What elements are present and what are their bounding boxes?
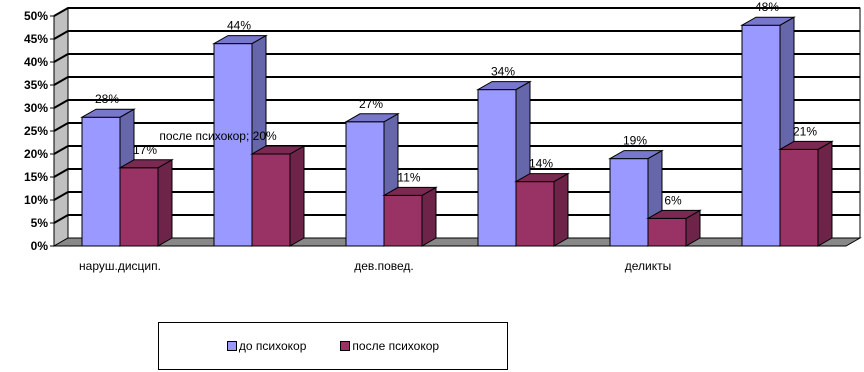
y-tick-label: 30% xyxy=(24,101,48,115)
gridline xyxy=(53,99,860,109)
bar-top xyxy=(778,140,834,150)
bar-top xyxy=(476,81,532,91)
gridline xyxy=(53,76,860,86)
legend-label-series-2: после психокор xyxy=(352,339,440,353)
data-label: 11% xyxy=(397,170,420,184)
bar-top xyxy=(212,35,268,45)
y-tick-label: 20% xyxy=(24,147,48,161)
bar-series-2 xyxy=(250,145,306,247)
gridlines xyxy=(53,7,860,224)
legend-item-series-2: после психокор xyxy=(340,339,439,353)
data-label: 28% xyxy=(95,92,119,106)
gridline xyxy=(53,191,860,201)
data-label: 21% xyxy=(793,124,817,138)
data-label: 6% xyxy=(664,193,682,207)
data-label: 14% xyxy=(529,157,553,171)
data-label: 19% xyxy=(623,134,647,148)
bar-chart-3d: 0% 5% 10% 15% 20% 25% 30% 35% 40% 45% 50% наруш.ди… xyxy=(24,0,862,273)
gridline xyxy=(53,30,860,40)
bar-front xyxy=(741,24,781,247)
floor xyxy=(52,237,862,247)
y-tick-label: 15% xyxy=(24,170,48,184)
bar-series-2 xyxy=(514,172,570,247)
bar-front xyxy=(779,148,819,247)
bar-series-2 xyxy=(382,186,438,247)
bar-top xyxy=(80,108,136,118)
y-tick-label: 10% xyxy=(24,193,48,207)
bar-series-2 xyxy=(646,209,702,247)
bar-front xyxy=(213,43,253,247)
gridline xyxy=(53,7,860,17)
y-tick-label: 0% xyxy=(31,239,49,253)
bar-front xyxy=(515,181,555,247)
data-label: 34% xyxy=(491,65,515,79)
chart-walls xyxy=(52,7,862,247)
data-label: после психокор; 20% xyxy=(159,129,277,143)
bar-series-1 xyxy=(80,108,136,247)
bar-front xyxy=(383,194,423,247)
legend-label-series-1: до психокор xyxy=(238,339,307,353)
bar-front xyxy=(119,167,159,247)
y-tick-label: 5% xyxy=(31,216,49,230)
bar-front xyxy=(477,89,517,247)
bar-top xyxy=(382,186,438,196)
y-tick-label: 40% xyxy=(24,55,48,69)
bar-front xyxy=(81,116,121,247)
bar-side xyxy=(157,158,173,247)
gridline xyxy=(53,168,860,178)
y-tick-label: 45% xyxy=(24,32,48,46)
bar-side xyxy=(817,140,833,247)
data-label: 17% xyxy=(133,143,157,157)
bar-top xyxy=(250,145,306,155)
x-category-label: дев.повед. xyxy=(354,259,414,273)
bar-front xyxy=(609,158,649,247)
legend-swatch-series-2 xyxy=(340,341,351,351)
bar-front xyxy=(345,121,385,247)
data-label: 27% xyxy=(359,97,383,111)
x-axis: наруш.дисцип. дев.повед. деликты xyxy=(79,259,671,273)
bars xyxy=(80,16,834,247)
legend-swatch-series-1 xyxy=(226,341,237,351)
bar-series-1 xyxy=(608,149,664,247)
bar-top xyxy=(740,16,796,26)
bar-series-2 xyxy=(778,140,834,247)
bar-top xyxy=(118,159,174,169)
y-axis: 0% 5% 10% 15% 20% 25% 30% 35% 40% 45% 50% xyxy=(24,9,55,253)
bar-side xyxy=(553,172,569,247)
y-tick-label: 50% xyxy=(24,9,48,23)
bar-top xyxy=(608,150,664,160)
data-labels: 28% 17% 44% после психокор; 20% 27% 11% 34% 14%… xyxy=(95,0,817,207)
y-tick-label: 25% xyxy=(24,124,48,138)
y-tick-label: 35% xyxy=(24,78,48,92)
bar-top xyxy=(514,173,570,183)
bar-top xyxy=(646,209,702,219)
bar-front xyxy=(647,217,687,247)
x-category-label: наруш.дисцип. xyxy=(79,259,161,273)
legend-item-series-1: до психокор xyxy=(226,339,307,353)
bar-front xyxy=(251,153,291,247)
gridline xyxy=(53,53,860,63)
bar-side xyxy=(289,145,305,247)
gridline xyxy=(53,122,860,132)
data-label: 44% xyxy=(227,19,251,33)
x-category-label: деликты xyxy=(625,259,672,273)
legend: до психокор после психокор xyxy=(158,322,508,370)
bar-top xyxy=(344,113,400,123)
gridline xyxy=(53,145,860,155)
bar-series-2 xyxy=(118,158,174,247)
data-label: 48% xyxy=(755,0,779,14)
gridline xyxy=(53,214,860,224)
bar-side xyxy=(421,186,437,247)
